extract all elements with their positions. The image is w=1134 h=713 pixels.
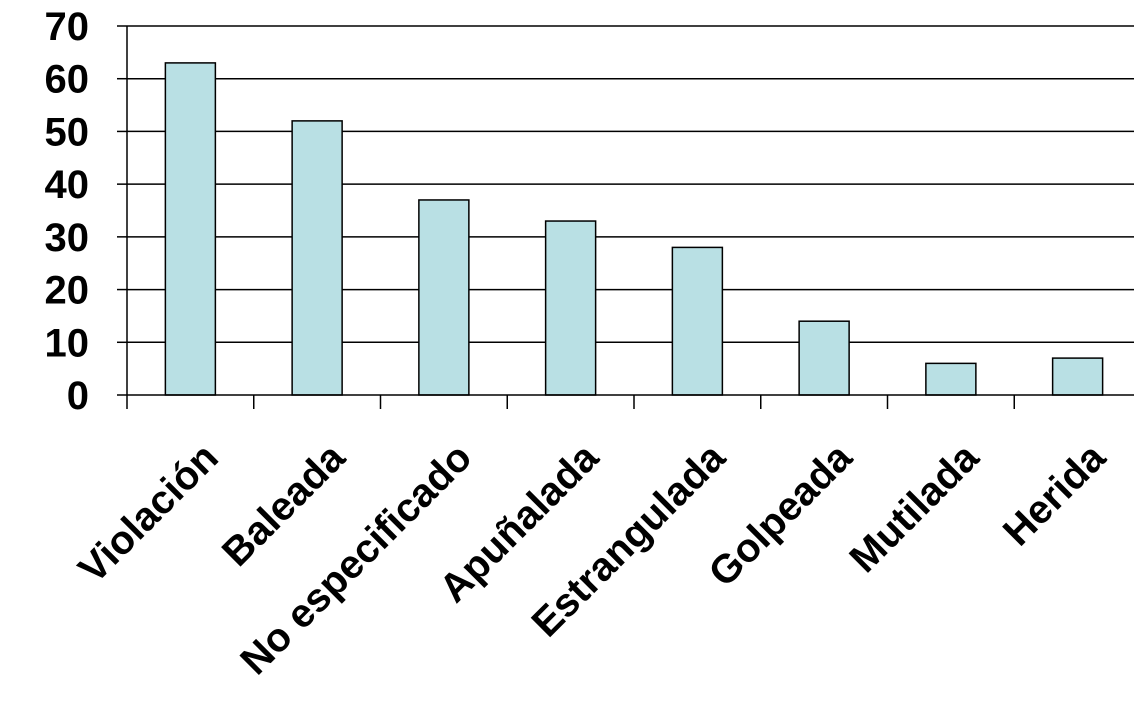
bar: [925, 362, 977, 396]
x-category-label: No especificado: [232, 435, 480, 683]
axes: [117, 25, 1134, 409]
bar: [164, 62, 217, 396]
y-tick-label: 0: [67, 374, 89, 418]
bar: [1051, 357, 1104, 396]
y-tick-label: 50: [45, 110, 90, 154]
bars: [164, 62, 1104, 396]
y-tick-label: 30: [45, 216, 90, 260]
bar: [671, 246, 724, 396]
bar: [291, 120, 343, 396]
bar: [418, 199, 470, 396]
y-tick-label: 60: [45, 58, 90, 102]
bar: [544, 220, 597, 396]
x-category-label: Herida: [995, 435, 1115, 555]
bar: [798, 320, 850, 396]
y-tick-labels: 0 10 20 30 40 50 60 70: [45, 5, 90, 418]
y-tick-label: 70: [45, 5, 90, 49]
gridlines: [127, 25, 1134, 344]
x-category-label: Mutilada: [841, 435, 987, 581]
y-tick-label: 40: [45, 163, 90, 207]
y-tick-label: 20: [45, 269, 90, 313]
x-category-label: Violación: [70, 435, 226, 591]
y-tick-label: 10: [45, 321, 90, 365]
